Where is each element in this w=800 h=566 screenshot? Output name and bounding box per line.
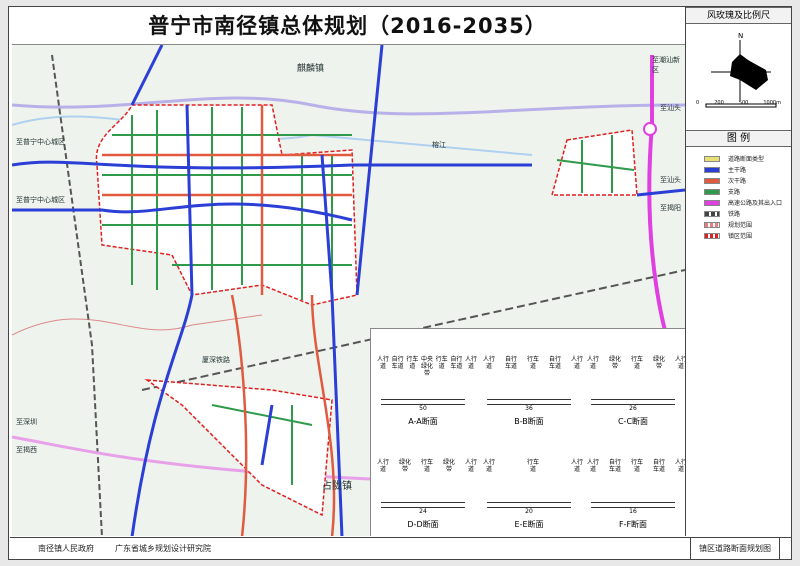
lane-label: 人行道 [571, 459, 584, 473]
wind-rose-icon: N [705, 32, 777, 108]
footer-institute: 广东省城乡规划设计研究院 [115, 544, 211, 553]
lane-label: 行车道 [527, 356, 540, 370]
map-label: 占陇镇 [322, 481, 352, 492]
lane-label: 人行道 [465, 459, 478, 473]
map-label: 至汕头 [660, 176, 681, 184]
lane-label: 人行道 [483, 356, 496, 370]
map-label: 厦深铁路 [202, 356, 230, 364]
lane-label: 绿化带 [443, 459, 456, 473]
lane-label: 自行车道 [391, 356, 404, 370]
map-label: 至揭阳 [660, 204, 681, 212]
section-e: 20 E-E断面 人行道 行车道 人行道 [483, 459, 584, 529]
map-label: 麒麟镇 [297, 64, 325, 74]
scale-tick: 200 [714, 100, 724, 106]
lane-label: 人行道 [587, 356, 600, 370]
legend-item: 镇区范围 [704, 230, 791, 241]
lane-label: 自行车道 [609, 459, 622, 473]
lane-label: 人行道 [465, 356, 478, 370]
lane-label: 人行道 [377, 459, 390, 473]
map-label: 至潮汕新区 [652, 56, 680, 74]
lane-label: 人行道 [483, 459, 496, 473]
rose-title: 风玫瑰及比例尺 [686, 7, 791, 24]
map-label: 至揭西 [16, 446, 37, 454]
section-d: 24 D-D断面 人行道 绿化带 行车道 绿化带 人行道 [377, 459, 478, 529]
cross-section-panel: 50 A-A断面 人行道 自行车道 行车道 中央绿化带 行车道 自行车道 人行道 36 B-B断面… [370, 328, 688, 536]
lane-label: 自行车道 [653, 459, 666, 473]
section-a: 50 A-A断面 人行道 自行车道 行车道 中央绿化带 行车道 自行车道 人行道 [377, 356, 478, 426]
scale-tick: 1000m [763, 100, 781, 106]
legend-item: 道路断面类型 [704, 153, 791, 164]
scale-tick: 500 [738, 100, 749, 106]
lane-label: 行车道 [631, 356, 644, 370]
map-label: 至普宁中心城区 [16, 196, 65, 204]
road-line [12, 96, 685, 116]
legend-item: 规划范围 [704, 219, 791, 230]
lane-label: 绿化带 [399, 459, 412, 473]
scale-tick: 0 [696, 100, 700, 106]
svg-text:N: N [738, 32, 743, 40]
lane-label: 人行道 [571, 356, 584, 370]
legend-item: 次干路 [704, 175, 791, 186]
lane-label: 人行道 [587, 459, 600, 473]
footer-gov: 南径镇人民政府 [38, 544, 94, 553]
side-panel: 风玫瑰及比例尺 N 0 200 500 1000m 图 例 道路断面类型 主干路 次干… [685, 7, 791, 536]
lane-label: 绿化带 [653, 356, 666, 370]
lane-label: 人行道 [675, 459, 688, 473]
lane-label: 绿化带 [609, 356, 622, 370]
lane-label: 中央绿化带 [421, 356, 434, 377]
lane-label: 行车道 [435, 356, 448, 370]
page-title: 普宁市南径镇总体规划（2016-2035） [148, 14, 547, 38]
lane-label: 行车道 [421, 459, 434, 473]
section-c: 26 C-C断面 人行道 绿化带 行车道 绿化带 人行道 [587, 356, 688, 426]
railway [51, 54, 103, 536]
legend: 道路断面类型 主干路 次干路 支路 高速公路及其出入口 铁路 规划范围 镇区范围 [686, 147, 791, 241]
section-f: 16 F-F断面 人行道 自行车道 行车道 自行车道 人行道 [587, 459, 688, 529]
lane-label: 人行道 [377, 356, 390, 370]
lane-label: 自行车道 [505, 356, 518, 370]
lane-label: 行车道 [631, 459, 644, 473]
legend-item: 主干路 [704, 164, 791, 175]
map-label: 至普宁中心城区 [16, 138, 65, 146]
legend-item: 铁路 [704, 208, 791, 219]
map-label: 至汕头 [660, 104, 681, 112]
section-b: 36 B-B断面 人行道 自行车道 行车道 自行车道 人行道 [483, 356, 584, 426]
lane-label: 自行车道 [549, 356, 562, 370]
legend-item: 高速公路及其出入口 [704, 197, 791, 208]
map-label: 至深圳 [16, 418, 37, 426]
lane-label: 人行道 [675, 356, 688, 370]
legend-title: 图 例 [686, 130, 791, 147]
footer-bar: 南径镇人民政府 广东省城乡规划设计研究院 镇区道路断面规划图 [10, 537, 791, 560]
map-label: 榕江 [432, 141, 446, 149]
footer-drawing-name: 镇区道路断面规划图 [690, 538, 780, 560]
lane-label: 行车道 [527, 459, 540, 473]
lane-label: 行车道 [406, 356, 419, 370]
legend-item: 支路 [704, 186, 791, 197]
lane-label: 自行车道 [450, 356, 463, 370]
